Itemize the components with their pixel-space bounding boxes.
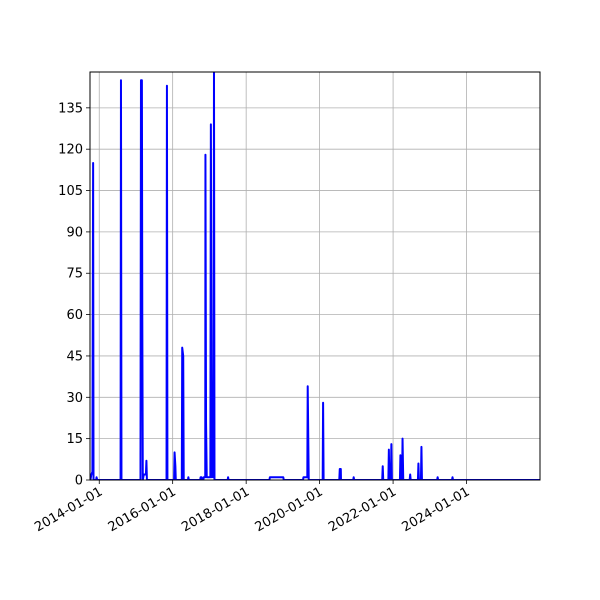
grid-lines bbox=[90, 72, 540, 481]
y-tick-label: 30 bbox=[66, 391, 83, 406]
y-tick-label: 0 bbox=[75, 474, 83, 489]
y-tick-label: 105 bbox=[58, 184, 83, 199]
y-tick-label: 15 bbox=[66, 432, 83, 447]
series-line bbox=[90, 72, 540, 480]
x-tick-label: 2020-01-01 bbox=[253, 484, 326, 535]
y-tick-label: 135 bbox=[58, 101, 83, 116]
x-tick-label: 2024-01-01 bbox=[400, 484, 473, 535]
x-tick-label: 2022-01-01 bbox=[326, 484, 399, 535]
y-tick-label: 45 bbox=[66, 349, 83, 364]
y-tick-label: 120 bbox=[58, 143, 83, 158]
y-tick-label: 60 bbox=[66, 308, 83, 323]
plot-area bbox=[90, 72, 540, 480]
y-tick-label: 75 bbox=[66, 267, 83, 282]
x-tick-label: 2014-01-01 bbox=[32, 484, 105, 535]
x-tick-label: 2018-01-01 bbox=[179, 484, 252, 535]
plot-frame bbox=[89, 71, 541, 481]
axis-ticks: 0 15 30 45 60 75 90 105 120 135 2014-01-01 2016-01-… bbox=[32, 101, 472, 535]
y-tick-label: 90 bbox=[66, 225, 83, 240]
x-tick-label: 2016-01-01 bbox=[106, 484, 179, 535]
